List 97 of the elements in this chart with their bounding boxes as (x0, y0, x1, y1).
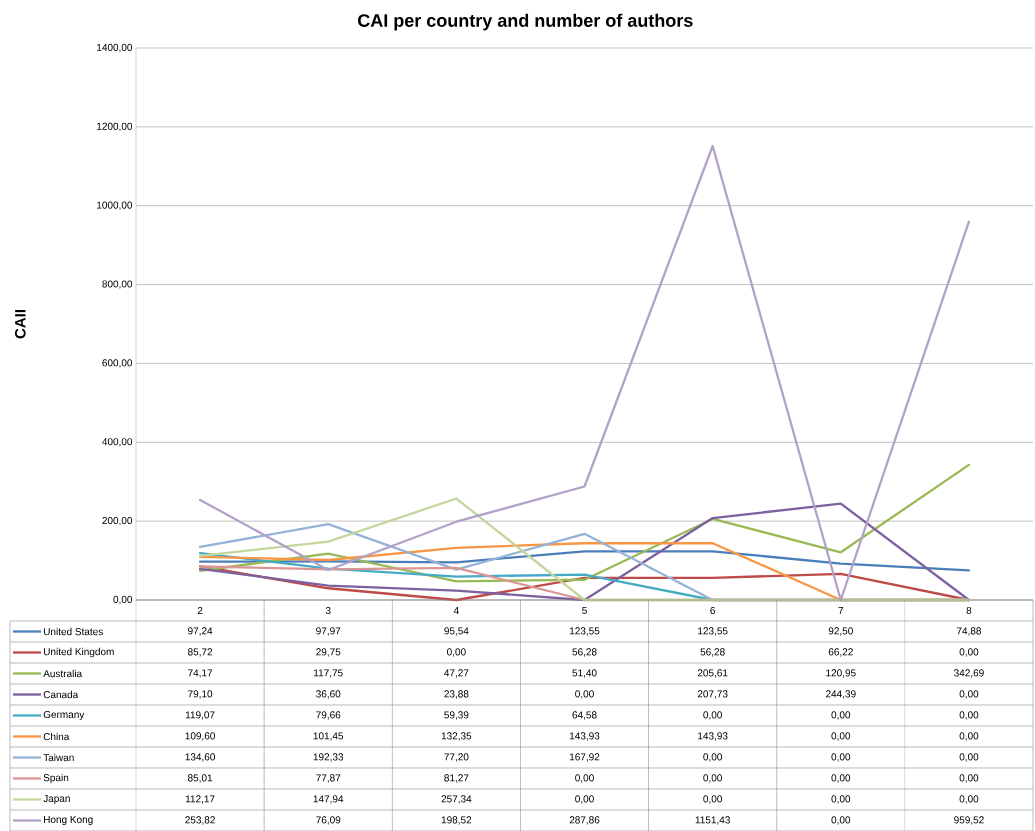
data-label: 92,50 (828, 627, 853, 636)
data-label: 77,87 (316, 774, 341, 783)
data-label: 51,40 (572, 669, 597, 678)
x-tick-label: 5 (582, 607, 587, 614)
data-label: 76,09 (316, 816, 341, 825)
data-label: 342,69 (954, 669, 984, 678)
data-label: 59,39 (444, 711, 469, 720)
legend-label: United States (43, 627, 103, 636)
data-label: 119,07 (185, 711, 215, 720)
legend-label: China (43, 732, 70, 741)
data-label: 0,00 (703, 774, 722, 783)
data-label: 0,00 (959, 648, 979, 657)
data-label: 95,54 (444, 627, 469, 636)
legend-label: United Kingdom (43, 647, 114, 658)
y-tick-label: 1000,00 (97, 201, 133, 210)
data-label: 257,34 (441, 795, 472, 804)
data-label: 253,82 (185, 816, 215, 825)
data-label: 192,33 (313, 753, 344, 762)
legend-label: Germany (43, 710, 85, 721)
data-label: 0,00 (831, 774, 851, 783)
data-label: 0,00 (959, 753, 979, 762)
x-tick-label: 6 (710, 606, 715, 615)
data-label: 74,88 (956, 627, 982, 636)
data-label: 0,00 (831, 753, 851, 762)
data-label: 0,00 (575, 774, 594, 783)
data-label: 56,28 (572, 648, 597, 657)
data-label: 205,61 (697, 669, 728, 678)
data-label: 244,39 (826, 690, 856, 699)
data-label: 0,00 (831, 732, 851, 741)
legend-label: Spain (43, 773, 69, 784)
data-label: 64,58 (572, 711, 597, 720)
data-label: 143,93 (698, 732, 728, 741)
y-tick-label: 200,00 (102, 517, 133, 526)
data-label: 132,35 (441, 732, 472, 741)
data-label: 117,75 (314, 669, 343, 678)
x-tick-label: 4 (453, 607, 459, 614)
data-label: 77,20 (444, 753, 469, 762)
data-label: 0,00 (575, 795, 594, 804)
data-label: 167,92 (569, 753, 600, 762)
data-label: 81,27 (444, 774, 469, 783)
data-label: 0,00 (447, 648, 466, 657)
data-label: 85,01 (188, 774, 213, 783)
data-label: 79,10 (188, 690, 213, 699)
data-label: 207,73 (697, 690, 728, 699)
data-label: 0,00 (959, 795, 979, 804)
y-tick-label: 800,00 (102, 280, 133, 289)
data-label: 74,17 (188, 669, 213, 678)
data-label: 56,28 (700, 648, 725, 657)
y-tick-label: 400,00 (102, 438, 133, 447)
data-label: 287,86 (569, 816, 600, 825)
x-tick-label: 8 (966, 606, 972, 615)
legend-label: Hong Kong (44, 816, 93, 825)
data-label: 97,97 (316, 627, 341, 636)
data-label: 0,00 (831, 711, 851, 720)
data-label: 0,00 (959, 774, 979, 783)
data-label: 97,24 (188, 627, 213, 636)
data-label: 0,00 (959, 711, 979, 720)
data-label: 112,17 (185, 795, 215, 804)
x-tick-label: 7 (838, 607, 844, 614)
data-label: 143,93 (569, 732, 600, 741)
data-label: 134,60 (185, 753, 215, 762)
data-label: 0,00 (959, 690, 979, 699)
data-label: 23,88 (444, 690, 469, 699)
chart-title: CAI per country and number of authors (358, 13, 693, 31)
data-label: 0,00 (575, 690, 594, 699)
data-label: 123,55 (698, 627, 728, 636)
data-label: 120,95 (826, 669, 856, 678)
data-label: 0,00 (703, 711, 722, 720)
data-label: 0,00 (703, 795, 722, 804)
data-label: 123,55 (569, 627, 600, 636)
data-label: 0,00 (831, 816, 851, 825)
data-label: 959,52 (954, 816, 984, 825)
legend-label: Taiwan (43, 753, 74, 762)
data-label: 198,52 (441, 816, 472, 825)
data-label: 147,94 (313, 795, 344, 804)
data-label: 0,00 (959, 732, 979, 741)
legend-label: Australia (43, 669, 83, 678)
data-label: 36,60 (316, 690, 341, 699)
y-tick-label: 1400,00 (97, 43, 133, 53)
data-label: 0,00 (831, 795, 851, 804)
legend-label: Canada (43, 690, 79, 699)
data-label: 29,75 (316, 648, 341, 657)
data-label: 66,22 (828, 648, 853, 657)
data-label: 79,66 (316, 711, 341, 720)
x-tick-label: 2 (197, 607, 203, 614)
y-tick-label: 0,00 (113, 595, 133, 605)
data-label: 1151,43 (695, 816, 730, 825)
y-tick-label: 1200,00 (97, 122, 133, 131)
y-axis-title: CAII (14, 310, 26, 339)
y-tick-label: 600,00 (102, 359, 133, 368)
data-label: 47,27 (444, 669, 469, 678)
data-label: 109,60 (185, 732, 215, 741)
legend-label: Japan (43, 795, 70, 804)
x-tick-label: 3 (325, 606, 331, 615)
data-label: 0,00 (703, 753, 722, 762)
data-label: 101,45 (313, 732, 344, 741)
data-label: 85,72 (188, 648, 213, 657)
